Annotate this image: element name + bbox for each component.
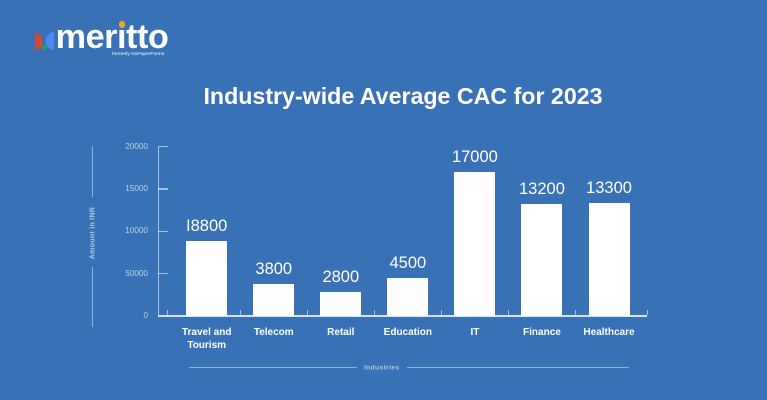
x-tick-0 xyxy=(167,310,168,315)
x-tick-3 xyxy=(373,310,375,315)
category-label: Finance xyxy=(523,327,561,339)
y-tick-20000 xyxy=(158,145,168,148)
y-axis-title-rule-1 xyxy=(92,267,93,328)
bar-it xyxy=(454,171,496,316)
y-tick-label-20000: 20000 xyxy=(125,141,148,151)
brand-tagline: formerly NoPaperForms xyxy=(112,51,165,57)
x-tick-5 xyxy=(507,310,509,315)
logo-i-dot-yellow xyxy=(118,21,126,28)
x-axis-title-rule-0 xyxy=(189,367,357,369)
bar-value-label: I8800 xyxy=(186,217,228,236)
y-tick-label-0: 0 xyxy=(143,311,148,320)
y-tick-label-10000: 10000 xyxy=(125,226,148,236)
bar-value-label: 13200 xyxy=(518,180,565,199)
category-label: Travel and Tourism xyxy=(181,327,232,352)
bar-telecom xyxy=(253,283,295,316)
x-tick-6 xyxy=(574,310,576,315)
y-tick-label-5000: 50000 xyxy=(125,268,148,278)
y-tick-label-15000: 15000 xyxy=(125,183,148,193)
bar-travel-and-tourism xyxy=(186,241,228,316)
category-label: Retail xyxy=(327,327,355,339)
bar-value-label: 2800 xyxy=(322,268,360,287)
bar-value-label: 13300 xyxy=(586,179,632,198)
x-axis-title-rule-1 xyxy=(406,367,629,369)
brand-name: merıtto xyxy=(55,17,169,56)
brand-name-post: tto xyxy=(126,17,169,56)
x-tick-4 xyxy=(440,310,442,315)
logo-mark-right-half-disc xyxy=(46,31,55,50)
x-axis-title: Industries xyxy=(363,364,400,372)
x-tick-2 xyxy=(306,310,308,315)
bar-retail xyxy=(320,292,362,316)
bar-value-label: 17000 xyxy=(451,147,498,166)
chart-title: Industry-wide Average CAC for 2023 xyxy=(203,82,603,109)
bar-healthcare xyxy=(588,203,630,316)
bar-education xyxy=(387,277,429,316)
category-label: Healthcare xyxy=(583,327,635,339)
brand-name-dotless-i: ı xyxy=(117,17,127,56)
x-tick-7 xyxy=(646,310,648,315)
category-label: Education xyxy=(383,327,433,339)
category-label: Telecom xyxy=(253,327,294,339)
y-tick-10000 xyxy=(158,230,168,232)
logo-mark-left-half-disc xyxy=(35,33,42,50)
bar-finance xyxy=(521,204,563,316)
x-axis-baseline xyxy=(158,315,647,317)
category-label: IT xyxy=(470,327,480,339)
y-tick-5000 xyxy=(158,272,168,275)
bar-value-label: 3800 xyxy=(255,259,293,278)
bar-value-label: 4500 xyxy=(389,253,427,272)
y-axis-title-rule-0 xyxy=(92,146,93,198)
brand-name-pre: mer xyxy=(55,17,118,56)
y-axis-title: Amount in INR xyxy=(89,206,96,260)
x-tick-1 xyxy=(239,310,241,315)
y-tick-15000 xyxy=(158,188,168,190)
logo-mark-green-dot xyxy=(42,45,48,51)
